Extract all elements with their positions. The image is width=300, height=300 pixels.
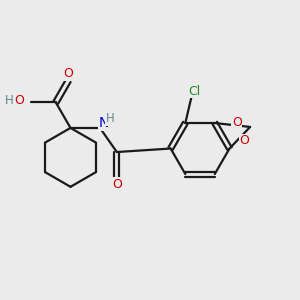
Text: H: H <box>106 112 115 125</box>
Text: H: H <box>5 94 14 107</box>
Text: O: O <box>112 178 122 191</box>
Text: O: O <box>63 67 73 80</box>
Text: O: O <box>15 94 25 107</box>
Text: Cl: Cl <box>189 85 201 98</box>
Text: O: O <box>232 116 242 128</box>
Text: N: N <box>98 116 109 130</box>
Text: O: O <box>239 134 249 147</box>
